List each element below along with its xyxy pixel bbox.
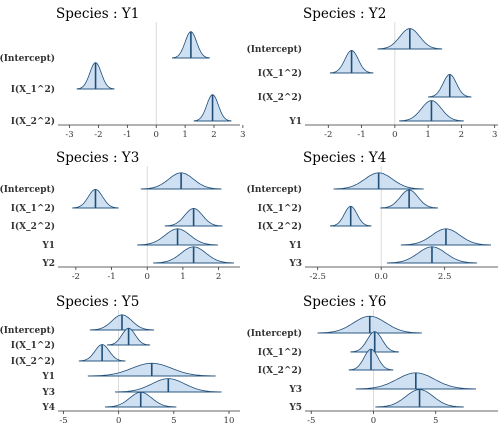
category-label: (Intercept) [246, 184, 302, 195]
x-tick-label: -3 [65, 130, 73, 140]
x-tick-label: 2.5 [438, 272, 452, 282]
category-label: (Intercept) [246, 44, 302, 55]
category-label: I(X_1^2) [11, 203, 55, 214]
panel-5: Species : Y5 (Intercept) I(X_1^2) I(X_2^2) Y… [0, 294, 240, 426]
panel-3: Species : Y3 (Intercept) I(X_1^2) I(X_2^2) Y… [0, 150, 240, 282]
x-tick-label: -5 [307, 416, 315, 426]
category-label: I(X_2^2) [11, 116, 55, 127]
x-tick-label: 5 [171, 416, 176, 426]
x-tick-label: 3 [492, 130, 497, 140]
panel-title: Species : Y3 [56, 150, 139, 166]
x-tick-label: 2 [216, 272, 221, 282]
category-label: I(X_1^2) [258, 203, 302, 214]
x-tick-label: -1 [107, 272, 115, 282]
category-label: Y1 [288, 241, 302, 251]
x-tick-label: -2 [72, 272, 80, 282]
x-tick-label: -1 [357, 130, 365, 140]
category-label: I(X_1^2) [258, 68, 302, 79]
panel-title: Species : Y4 [303, 150, 386, 166]
category-label: (Intercept) [0, 325, 55, 336]
x-tick-label: -2 [324, 130, 332, 140]
category-label: Y5 [288, 403, 302, 413]
panel-6: Species : Y6 (Intercept) I(X_1^2) I(X_2^2) Y… [246, 294, 498, 426]
panel-title: Species : Y5 [56, 294, 139, 310]
category-label: (Intercept) [0, 184, 55, 195]
x-tick-label: 3 [240, 130, 245, 140]
x-tick-label: 0 [116, 416, 121, 426]
panel-2: Species : Y2 (Intercept) I(X_1^2) I(X_2^2) Y… [246, 6, 498, 140]
x-tick-label: 0 [145, 272, 150, 282]
category-label: I(X_1^2) [11, 340, 55, 351]
x-tick-label: 1 [182, 130, 187, 140]
x-tick-label: 0 [154, 130, 159, 140]
category-label: I(X_2^2) [258, 365, 302, 376]
category-label: Y4 [41, 403, 55, 413]
category-label: (Intercept) [246, 328, 302, 339]
category-label: I(X_2^2) [11, 356, 55, 367]
category-label: Y1 [288, 117, 302, 127]
x-tick-label: -5 [59, 416, 67, 426]
category-label: Y3 [288, 259, 302, 269]
x-tick-label: 10 [224, 416, 235, 426]
x-tick-label: 0 [392, 130, 397, 140]
category-label: Y2 [41, 259, 55, 269]
category-label: I(X_1^2) [11, 84, 55, 95]
panel-4: Species : Y4 (Intercept) I(X_1^2) I(X_2^2) Y… [246, 150, 498, 282]
x-tick-label: 1 [180, 272, 185, 282]
panel-1: Species : Y1(Intercept)I(X_1^2)I(X_2^2)-… [0, 6, 246, 140]
panel-title: Species : Y1 [56, 6, 139, 22]
panel-title: Species : Y6 [303, 294, 386, 310]
x-tick-label: 2 [459, 130, 464, 140]
category-label: Y3 [288, 385, 302, 395]
category-label: Y3 [41, 388, 55, 398]
x-tick-label: 1 [425, 130, 430, 140]
x-tick-label: -2 [94, 130, 102, 140]
category-label: Y1 [41, 241, 55, 251]
x-tick-label: 0 [371, 416, 376, 426]
category-label: (Intercept) [0, 53, 55, 64]
x-tick-label: -2.5 [310, 272, 326, 282]
x-tick-label: 5 [433, 416, 438, 426]
x-tick-label: 0.0 [374, 272, 388, 282]
panel-title: Species : Y2 [303, 6, 386, 22]
category-label: I(X_2^2) [258, 92, 302, 103]
category-label: I(X_2^2) [11, 221, 55, 232]
x-tick-label: -1 [123, 130, 131, 140]
x-tick-label: 2 [211, 130, 216, 140]
category-label: I(X_2^2) [258, 221, 302, 232]
category-label: Y1 [41, 372, 55, 382]
category-label: I(X_1^2) [258, 347, 302, 358]
